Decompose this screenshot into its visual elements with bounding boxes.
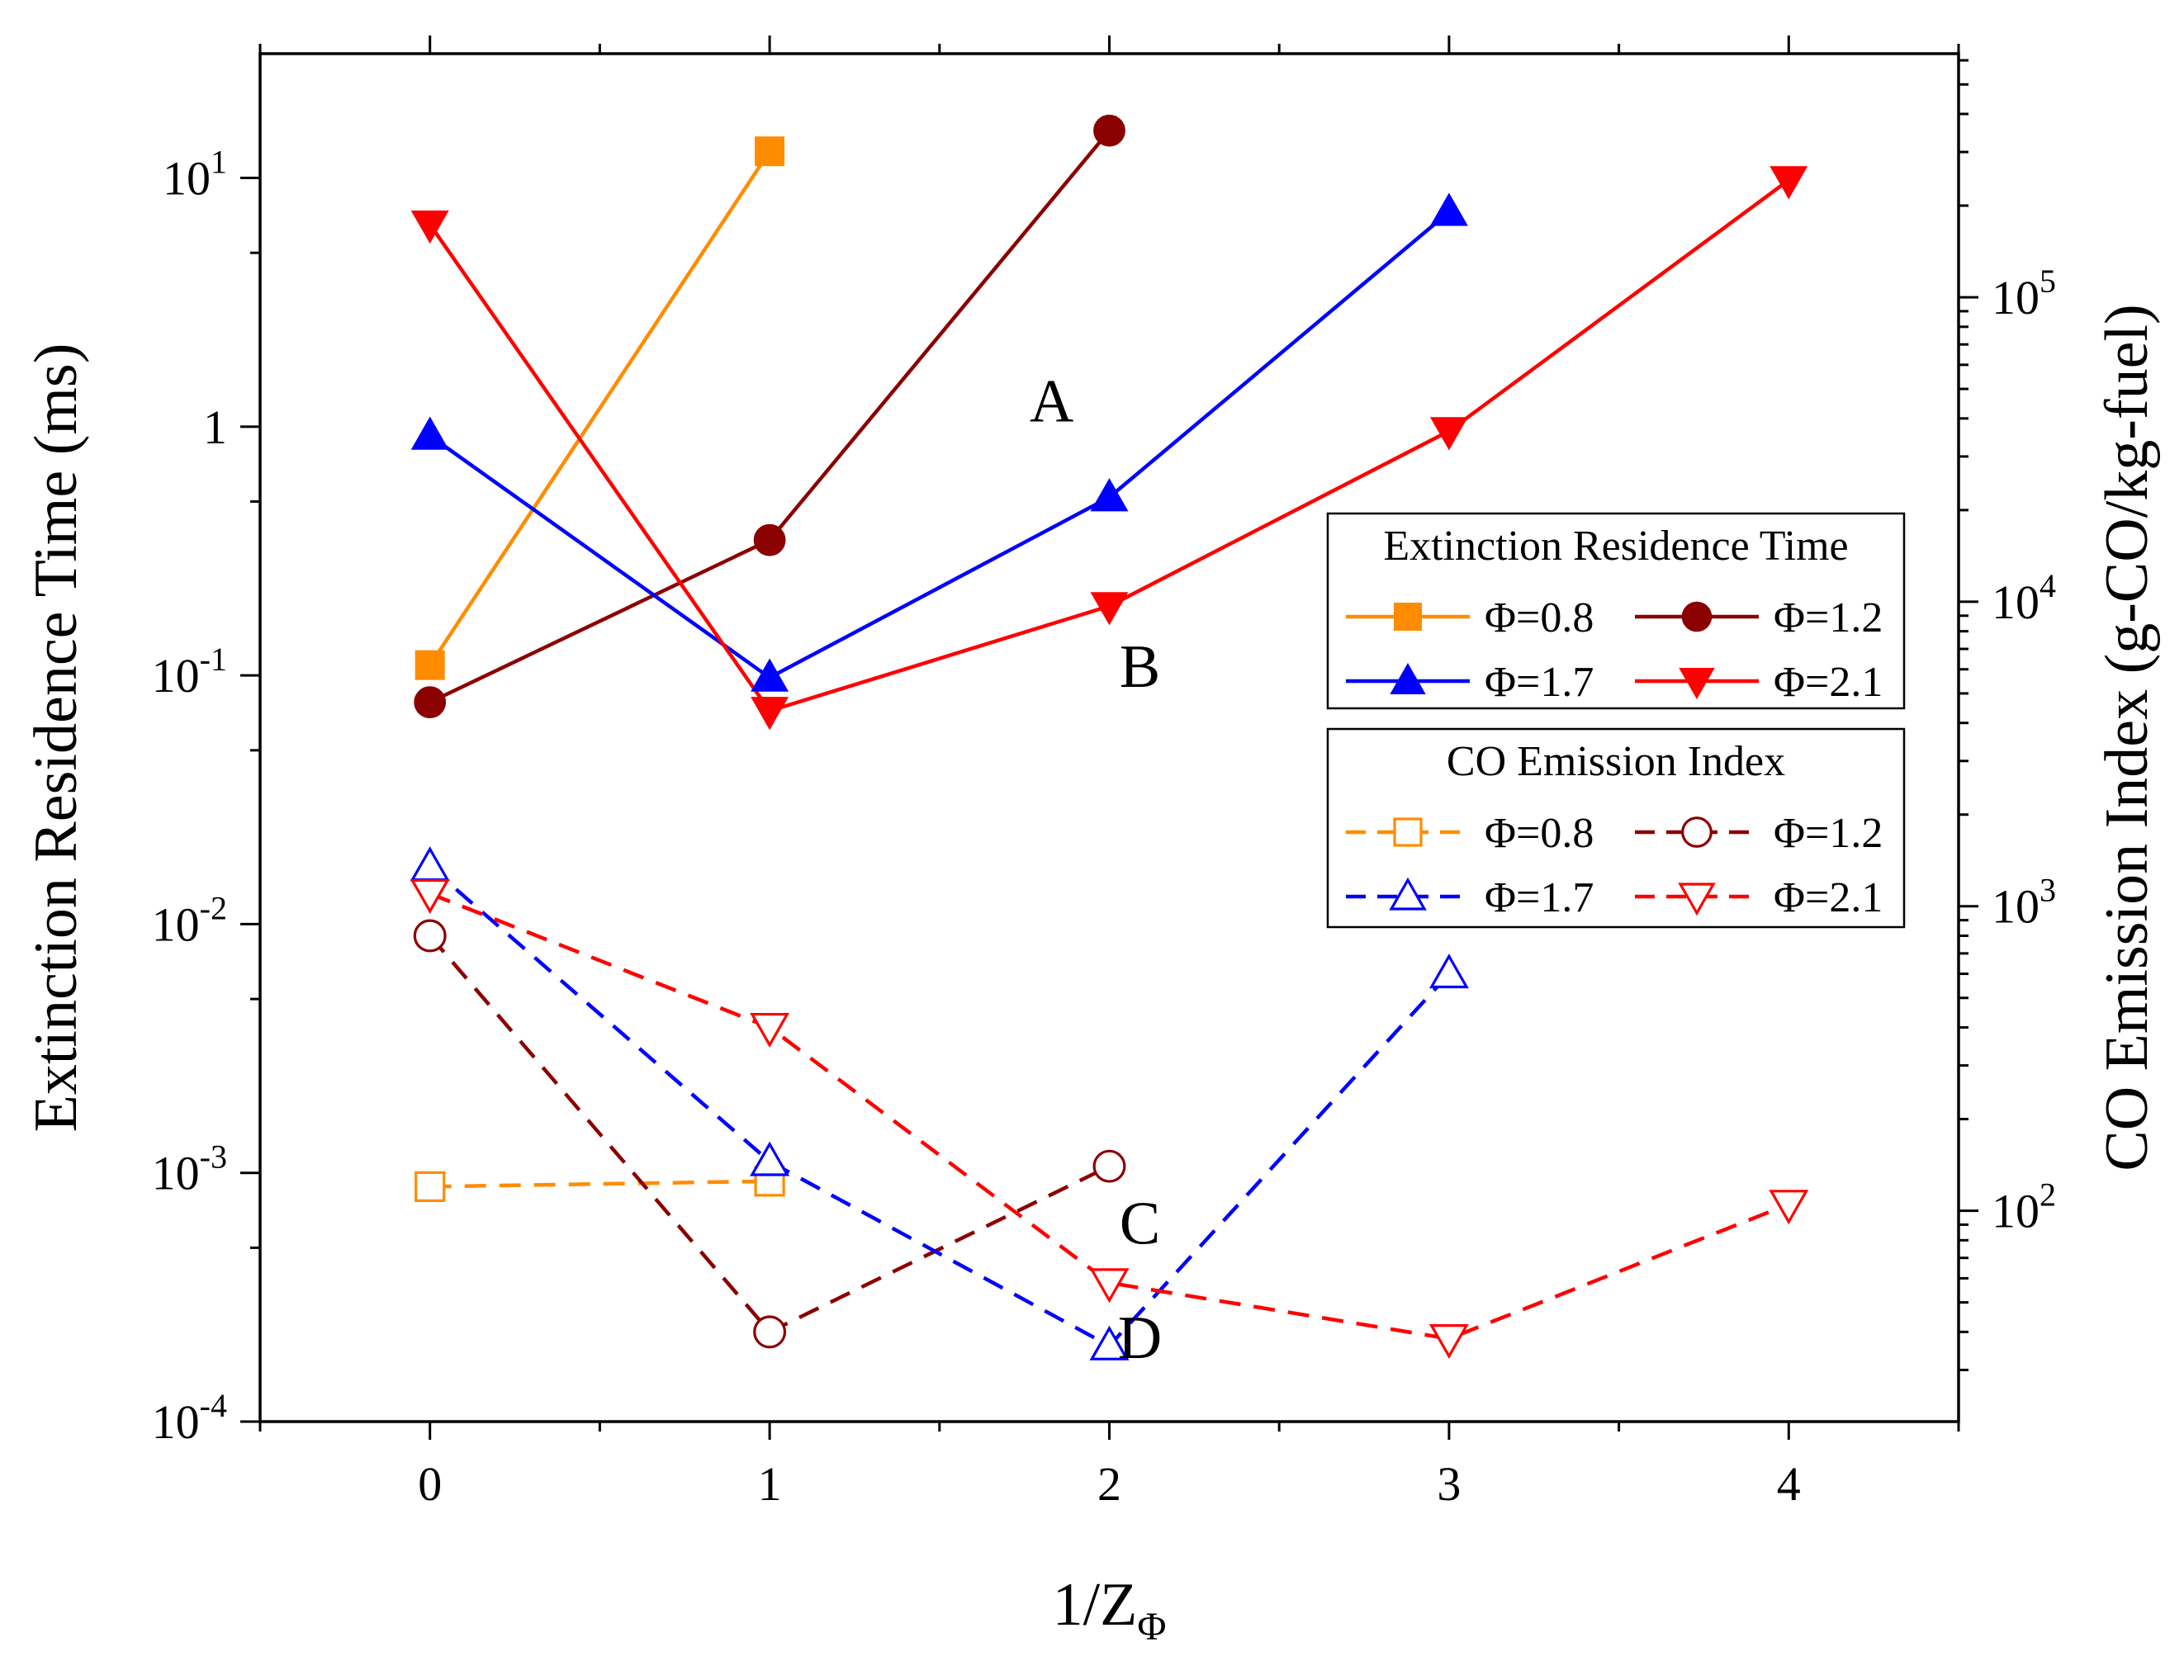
y-right-tick-label: 105 bbox=[1992, 263, 2056, 324]
series-line-co-5 bbox=[428, 935, 1111, 1335]
legend-group: Extinction Residence Time Φ=0.8 Φ=1.2 Φ=1.7… bbox=[1326, 512, 1906, 929]
legend-marker bbox=[1681, 601, 1713, 632]
legend-label: Φ=2.1 bbox=[1774, 874, 1883, 921]
data-point-co-6-2 bbox=[1089, 1325, 1130, 1361]
data-point-co-7-3 bbox=[1428, 1324, 1469, 1360]
legend-title: Extinction Residence Time bbox=[1383, 523, 1848, 570]
legend-label: Φ=0.8 bbox=[1485, 594, 1594, 641]
data-point-ert-1-2 bbox=[1093, 114, 1125, 147]
legend-label: Φ=1.7 bbox=[1485, 874, 1594, 921]
axes-group: 0 1 2 3 4 1/ZΦ 10-4 10-3 10-2 10-1 1 101 Extinction … bbox=[22, 35, 2161, 1649]
series-line-co-6 bbox=[429, 864, 1451, 1349]
y-left-axis-title: Extinction Residence Time (ms) bbox=[22, 343, 90, 1133]
data-point-co-6-3 bbox=[1428, 954, 1469, 989]
x-tick-label: 4 bbox=[1777, 1457, 1801, 1511]
data-point-ert-2-3 bbox=[1429, 192, 1468, 226]
series-line-ert-2 bbox=[429, 211, 1451, 680]
data-point-ert-0-1 bbox=[755, 136, 785, 167]
x-axis-title-main: 1/Z bbox=[1053, 1571, 1138, 1639]
data-point-ert-2-1 bbox=[751, 658, 789, 692]
data-point-ert-3-3 bbox=[1429, 417, 1468, 451]
data-point-co-7-0 bbox=[410, 878, 450, 914]
legend-ert: Extinction Residence Time Φ=0.8 Φ=1.2 Φ=1.7… bbox=[1326, 512, 1906, 710]
data-point-co-7-2 bbox=[1089, 1268, 1130, 1304]
legend-label: Φ=1.2 bbox=[1774, 810, 1883, 857]
x-tick-label: 1 bbox=[758, 1457, 782, 1511]
legend-marker bbox=[1393, 817, 1423, 847]
legend-marker bbox=[1394, 603, 1422, 631]
data-point-ert-3-1 bbox=[751, 697, 789, 731]
data-point-ert-2-0 bbox=[410, 416, 449, 450]
y-left-tick-label: 10-4 bbox=[152, 1387, 227, 1449]
legend-box bbox=[1326, 512, 1906, 710]
legend-marker bbox=[1679, 668, 1715, 700]
data-point-ert-3-0 bbox=[410, 210, 449, 244]
legend-label: Φ=1.2 bbox=[1774, 594, 1883, 641]
legend-box bbox=[1326, 727, 1906, 929]
y-left-tick-label: 1 bbox=[203, 400, 227, 454]
annotation-label-b: B bbox=[1120, 633, 1160, 701]
legend-title: CO Emission Index bbox=[1447, 738, 1785, 785]
data-point-co-7-4 bbox=[1769, 1190, 1809, 1225]
series-line-co-4 bbox=[429, 1179, 770, 1189]
series-line-co-7 bbox=[429, 892, 1790, 1341]
legend-label: Φ=0.8 bbox=[1485, 810, 1594, 857]
legend-marker bbox=[1389, 877, 1427, 911]
series-group bbox=[410, 114, 1809, 1361]
data-point-co-6-0 bbox=[410, 846, 450, 882]
y-left-tick-label: 101 bbox=[163, 144, 227, 206]
annotation-label-d: D bbox=[1118, 1304, 1162, 1372]
data-point-ert-3-2 bbox=[1090, 592, 1129, 626]
annotation-label-a: A bbox=[1030, 367, 1073, 435]
data-point-co-5-2 bbox=[1092, 1149, 1126, 1183]
annotation-label-c: C bbox=[1120, 1190, 1160, 1257]
y-left-tick-label: 10-1 bbox=[152, 641, 227, 703]
data-point-ert-1-1 bbox=[753, 523, 786, 556]
x-axis-title: 1/ZΦ bbox=[1053, 1571, 1167, 1649]
legend-marker bbox=[1681, 816, 1713, 848]
x-tick-label: 2 bbox=[1097, 1457, 1121, 1511]
data-point-ert-0-0 bbox=[415, 650, 445, 680]
data-point-co-5-1 bbox=[753, 1315, 787, 1349]
x-tick-label: 0 bbox=[418, 1457, 442, 1511]
legend-label: Φ=1.7 bbox=[1485, 659, 1594, 706]
y-left-tick-label: 10-3 bbox=[152, 1138, 227, 1200]
data-point-co-5-0 bbox=[413, 919, 447, 953]
data-point-ert-1-0 bbox=[414, 686, 447, 719]
legend-marker bbox=[1390, 662, 1426, 694]
data-point-co-7-1 bbox=[750, 1012, 790, 1048]
data-point-ert-2-2 bbox=[1090, 478, 1129, 512]
x-tick-label: 3 bbox=[1437, 1457, 1461, 1511]
data-point-co-4-0 bbox=[415, 1171, 446, 1202]
data-point-co-6-1 bbox=[750, 1141, 790, 1176]
y-right-tick-label: 102 bbox=[1992, 1176, 2056, 1238]
legend-marker bbox=[1678, 883, 1716, 916]
series-line-ert-1 bbox=[429, 129, 1111, 704]
legend-co: CO Emission Index Φ=0.8 Φ=1.2 Φ=1.7 Φ=2.1 bbox=[1326, 727, 1906, 929]
x-axis-title-subscript: Φ bbox=[1137, 1605, 1166, 1649]
data-point-ert-3-4 bbox=[1769, 166, 1808, 200]
y-right-tick-label: 104 bbox=[1992, 567, 2056, 629]
y-right-axis-title: CO Emission Index (g-CO/kg-fuel) bbox=[2093, 304, 2161, 1171]
series-line-ert-0 bbox=[428, 150, 771, 666]
legend-label: Φ=2.1 bbox=[1774, 659, 1883, 706]
annotations-group: A B CD bbox=[1030, 367, 1162, 1372]
y-right-tick-label: 103 bbox=[1992, 872, 2056, 934]
y-left-tick-label: 10-2 bbox=[152, 889, 227, 951]
